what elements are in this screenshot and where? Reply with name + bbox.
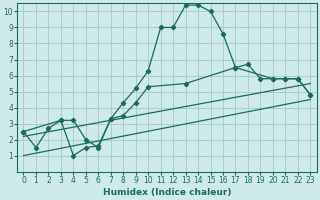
X-axis label: Humidex (Indice chaleur): Humidex (Indice chaleur) xyxy=(103,188,231,197)
